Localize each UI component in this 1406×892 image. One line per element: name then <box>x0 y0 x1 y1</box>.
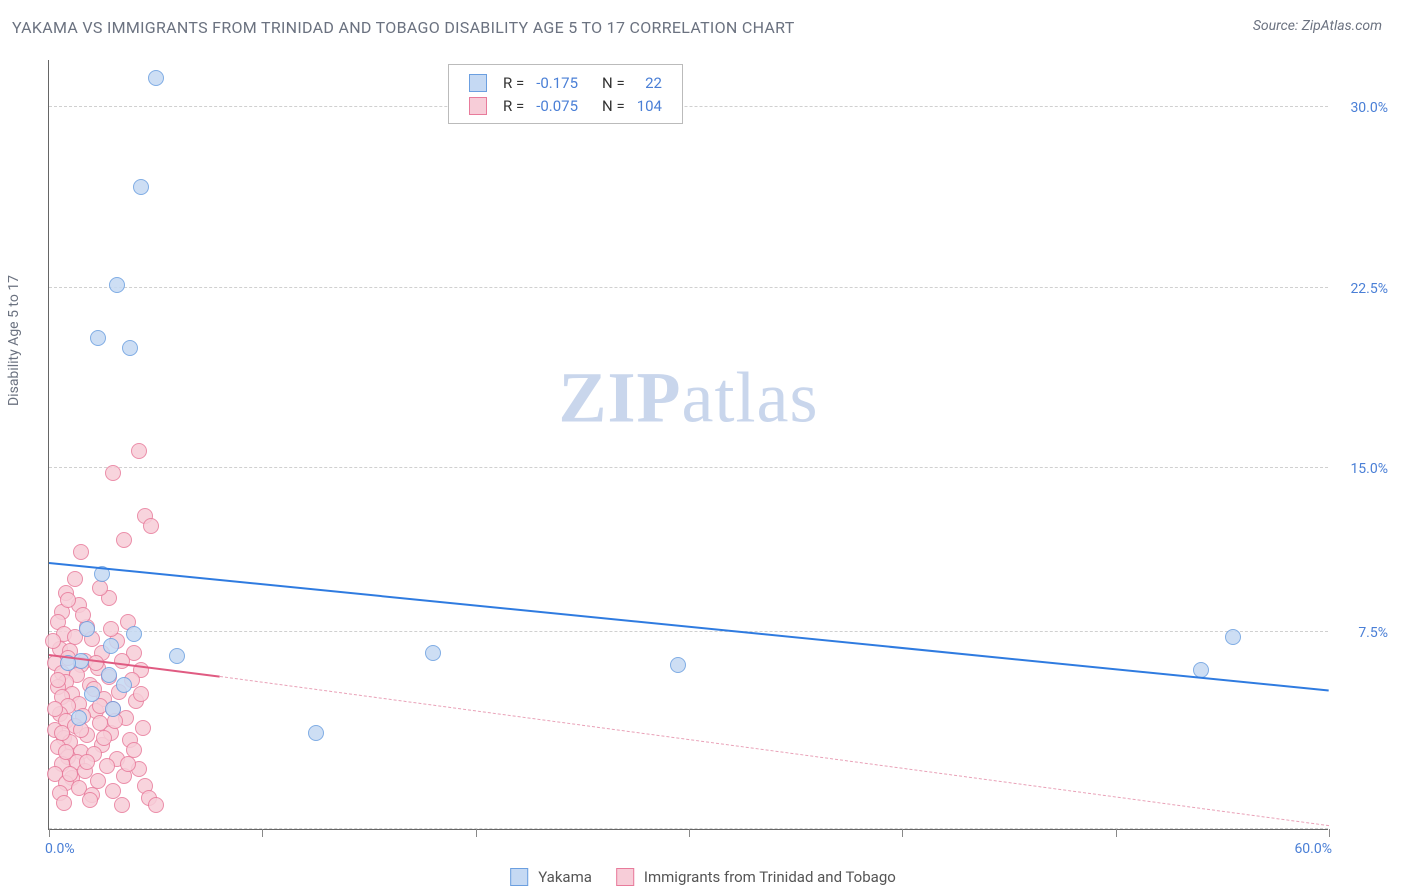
data-point <box>131 443 147 459</box>
watermark-light: atlas <box>682 358 819 438</box>
watermark: ZIPatlas <box>559 357 819 440</box>
x-tick <box>1116 829 1117 837</box>
scatter-plot-area: ZIPatlas 7.5%15.0%22.5%30.0%0.0%60.0% <box>48 60 1328 830</box>
legend-label: Immigrants from Trinidad and Tobago <box>644 868 896 886</box>
x-tick <box>1329 829 1330 837</box>
x-tick-label: 0.0% <box>45 841 75 857</box>
data-point <box>114 797 130 813</box>
data-point <box>169 648 185 664</box>
stat-n-label: N = <box>596 94 631 117</box>
data-point <box>114 653 130 669</box>
data-point <box>425 645 441 661</box>
data-point <box>92 580 108 596</box>
data-point <box>58 744 74 760</box>
y-tick-label: 22.5% <box>1350 281 1388 297</box>
data-point <box>90 330 106 346</box>
data-point <box>1225 629 1241 645</box>
data-point <box>143 518 159 534</box>
data-point <box>109 277 125 293</box>
gridline <box>49 467 1328 468</box>
data-point <box>62 766 78 782</box>
data-point <box>79 621 95 637</box>
legend-swatch <box>616 868 634 886</box>
data-point <box>73 544 89 560</box>
correlation-legend-box: R =-0.175 N =22 R =-0.075 N =104 <box>448 64 683 124</box>
data-point <box>82 792 98 808</box>
data-point <box>71 710 87 726</box>
data-point <box>47 701 63 717</box>
data-point <box>122 340 138 356</box>
stat-n-value: 104 <box>631 94 668 117</box>
y-tick-label: 15.0% <box>1350 461 1388 477</box>
data-point <box>133 686 149 702</box>
data-point <box>133 179 149 195</box>
data-point <box>67 571 83 587</box>
data-point <box>116 532 132 548</box>
data-point <box>103 638 119 654</box>
data-point <box>148 70 164 86</box>
source-name: ZipAtlas.com <box>1302 18 1382 34</box>
source-prefix: Source: <box>1253 18 1302 34</box>
legend-item: Immigrants from Trinidad and Tobago <box>616 868 896 886</box>
data-point <box>120 756 136 772</box>
stat-r-label: R = <box>497 94 530 117</box>
x-tick <box>902 829 903 837</box>
data-point <box>126 626 142 642</box>
x-tick <box>689 829 690 837</box>
data-point <box>50 672 66 688</box>
stat-r-value: -0.075 <box>530 94 584 117</box>
data-point <box>88 655 104 671</box>
y-axis-label: Disability Age 5 to 17 <box>6 275 22 406</box>
y-tick-label: 30.0% <box>1350 100 1388 116</box>
data-point <box>45 633 61 649</box>
legend-label: Yakama <box>538 868 592 886</box>
x-tick <box>49 829 50 837</box>
data-point <box>116 677 132 693</box>
data-point <box>60 592 76 608</box>
gridline <box>49 106 1328 107</box>
y-tick-label: 7.5% <box>1358 625 1388 641</box>
data-point <box>670 657 686 673</box>
data-point <box>103 621 119 637</box>
legend-swatch <box>469 97 487 115</box>
data-point <box>79 754 95 770</box>
data-point <box>105 701 121 717</box>
series-legend: Yakama Immigrants from Trinidad and Tobag… <box>510 868 896 886</box>
legend-item: Yakama <box>510 868 592 886</box>
trend-line <box>49 562 1329 692</box>
stat-n-label: N = <box>596 71 631 94</box>
data-point <box>148 797 164 813</box>
chart-title: YAKAMA VS IMMIGRANTS FROM TRINIDAD AND T… <box>12 18 795 37</box>
stat-r-label: R = <box>497 71 530 94</box>
gridline <box>49 287 1328 288</box>
data-point <box>56 795 72 811</box>
trend-line <box>220 676 1329 826</box>
stat-n-value: 22 <box>631 71 668 94</box>
data-point <box>308 725 324 741</box>
data-point <box>101 667 117 683</box>
data-point <box>54 725 70 741</box>
x-tick-label: 60.0% <box>1294 841 1332 857</box>
data-point <box>135 720 151 736</box>
data-point <box>105 465 121 481</box>
legend-swatch <box>510 868 528 886</box>
data-point <box>96 730 112 746</box>
x-tick <box>476 829 477 837</box>
data-point <box>84 686 100 702</box>
x-tick <box>262 829 263 837</box>
stat-r-value: -0.175 <box>530 71 584 94</box>
gridline <box>49 631 1328 632</box>
chart-source: Source: ZipAtlas.com <box>1253 18 1382 34</box>
watermark-bold: ZIP <box>559 358 682 438</box>
data-point <box>105 783 121 799</box>
data-point <box>99 758 115 774</box>
legend-swatch <box>469 74 487 92</box>
